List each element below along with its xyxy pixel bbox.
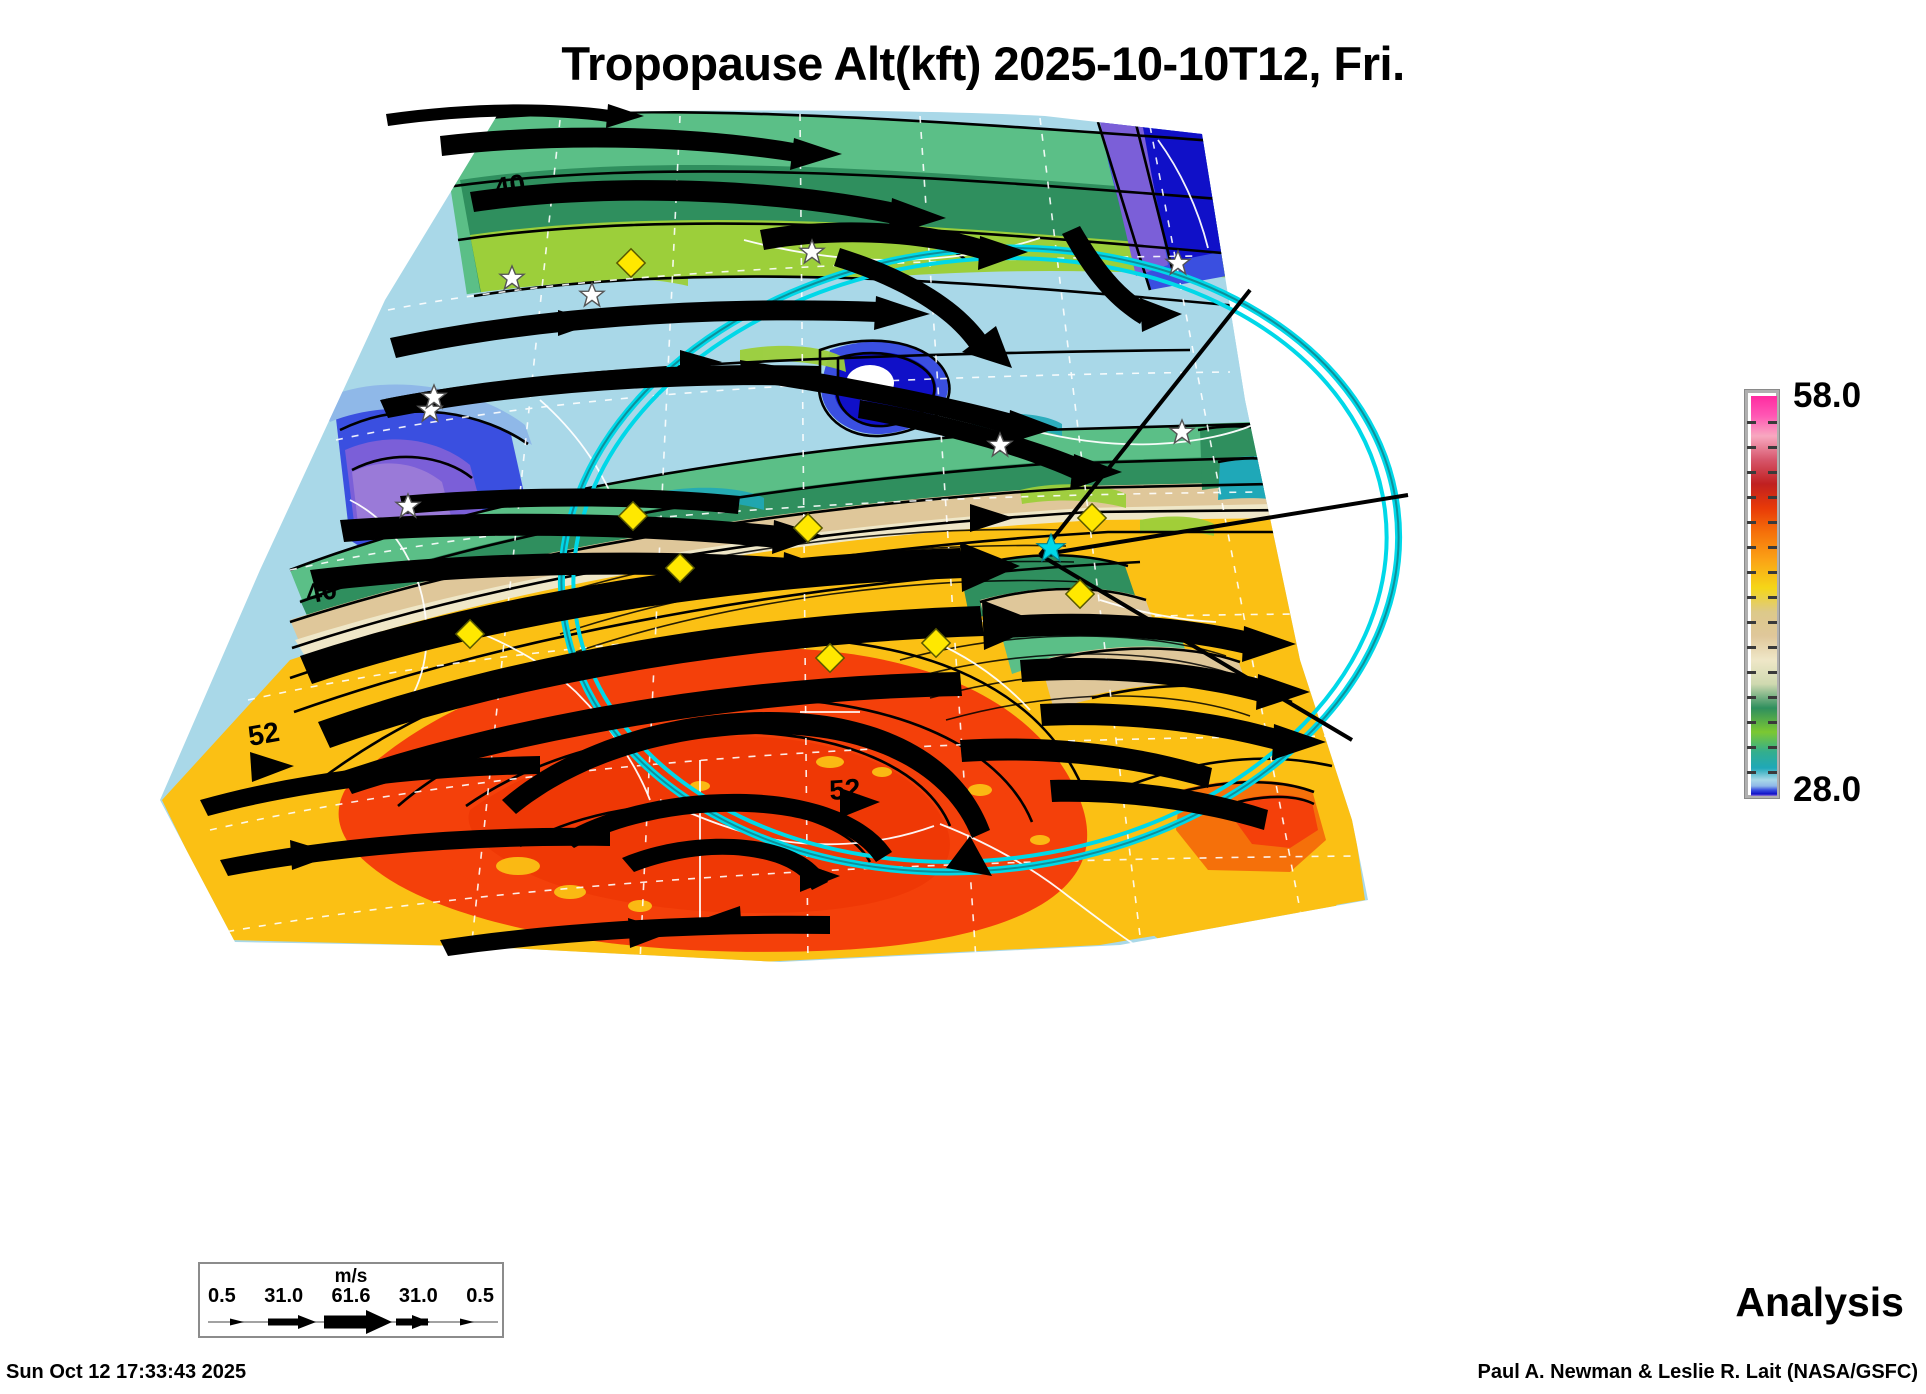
colorbar-tick	[1747, 421, 1756, 424]
colorbar-tick	[1747, 671, 1756, 674]
colorbar-tick	[1747, 471, 1756, 474]
colorbar-tick	[1768, 446, 1777, 449]
colorbar-tick	[1747, 446, 1756, 449]
wind-value-labels: 0.5 31.0 61.6 31.0 0.5	[208, 1285, 494, 1308]
colorbar-min-label: 28.0	[1793, 770, 1862, 809]
colorbar-tick	[1768, 721, 1777, 724]
colorbar-tick	[1768, 771, 1777, 774]
contour-value-labels: 40 40 52 52	[246, 168, 862, 806]
colorbar-tick	[1768, 496, 1777, 499]
wind-value-0: 0.5	[208, 1285, 236, 1307]
wind-arrow-scale-icon	[208, 1310, 498, 1334]
colorbar-tick	[1747, 746, 1756, 749]
colorbar-tick	[1768, 571, 1777, 574]
analysis-label: Analysis	[1735, 1279, 1904, 1325]
colorbar-tick	[1768, 521, 1777, 524]
wind-value-1: 31.0	[264, 1285, 304, 1307]
contour-label-40a: 40	[492, 168, 528, 204]
marker-cyan-star	[1035, 532, 1067, 563]
radial-lines	[1038, 288, 1409, 742]
colorbar-tick	[1768, 671, 1777, 674]
generated-timestamp: Sun Oct 12 17:33:43 2025	[6, 1361, 247, 1383]
colorbar-tick	[1747, 496, 1756, 499]
colorbar-frame	[1745, 390, 1779, 798]
colorbar-tick	[1768, 696, 1777, 699]
colorbar-tick	[1747, 721, 1756, 724]
colorbar-tick	[1768, 746, 1777, 749]
wind-value-2: 61.6	[331, 1285, 371, 1307]
colorbar-tick	[1768, 646, 1777, 649]
contour-label-40b: 40	[303, 573, 340, 610]
author-credits: Paul A. Newman & Leslie R. Lait (NASA/GS…	[1477, 1361, 1918, 1383]
colorbar-tick	[1747, 521, 1756, 524]
map-panel[interactable]: 40 40 52 52	[140, 100, 1420, 1030]
station-markers[interactable]	[394, 238, 1196, 674]
colorbar-tick	[1768, 546, 1777, 549]
contour-label-52a: 52	[246, 716, 282, 752]
colorbar-tick	[1747, 621, 1756, 624]
page-title: Tropopause Alt(kft) 2025-10-10T12, Fri.	[561, 37, 1405, 90]
colorbar-tick	[1768, 421, 1777, 424]
tropopause-map[interactable]: 40 40 52 52	[140, 100, 1420, 1030]
marker-yellow-diamond	[454, 247, 1108, 674]
wind-units-label: m/s	[334, 1266, 368, 1287]
colorbar-tick	[1747, 771, 1756, 774]
colorbar-tick	[1768, 471, 1777, 474]
marker-white-star	[394, 238, 1196, 519]
colorbar-tick	[1747, 596, 1756, 599]
colorbar-tick	[1747, 646, 1756, 649]
wind-vectors	[200, 104, 1326, 956]
colorbar-tick	[1747, 571, 1756, 574]
contour-label-52b: 52	[828, 773, 861, 806]
colorbar-tick	[1747, 546, 1756, 549]
colorbar-tick	[1747, 696, 1756, 699]
colorbar-max-label: 58.0	[1793, 376, 1862, 415]
wind-value-4: 0.5	[466, 1285, 494, 1307]
colorbar: 58.0 28.0	[1745, 376, 1925, 810]
wind-speed-legend: m/s 0.5 31.0 61.6 31.0 0.5	[198, 1262, 504, 1338]
colorbar-tick	[1768, 621, 1777, 624]
colorbar-tick	[1768, 596, 1777, 599]
wind-value-3: 31.0	[398, 1285, 438, 1307]
